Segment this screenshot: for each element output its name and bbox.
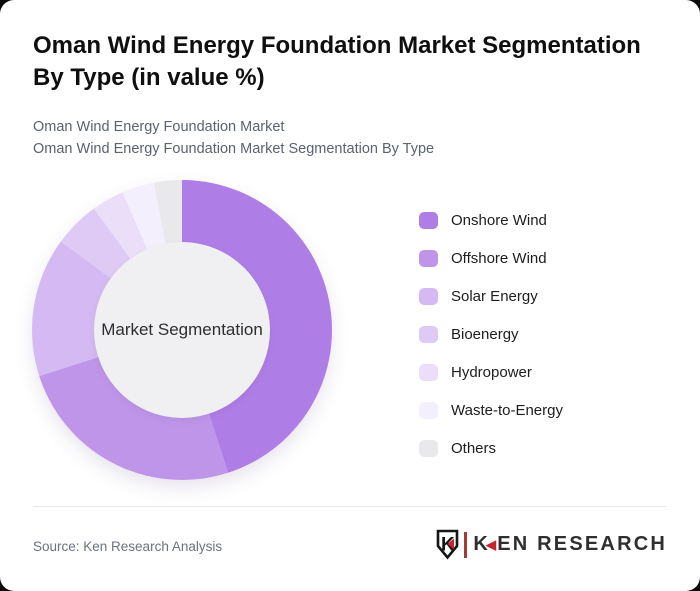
brand-wordmark: K◀EN RESEARCH xyxy=(473,533,667,556)
legend-label: Offshore Wind xyxy=(451,250,547,267)
donut-center-label: Market Segmentation xyxy=(101,320,263,339)
subtitle-line-1: Oman Wind Energy Foundation Market xyxy=(33,119,285,135)
legend-label: Hydropower xyxy=(451,364,532,381)
brand-rest: EN RESEARCH xyxy=(497,533,667,555)
donut-chart-wrap: Market Segmentation xyxy=(32,180,332,480)
legend-swatch xyxy=(419,250,438,267)
brand-k: K xyxy=(473,533,491,555)
svg-text:K: K xyxy=(441,535,455,556)
legend-swatch xyxy=(419,288,438,305)
footer-divider xyxy=(33,506,667,507)
legend-item-bioenergy[interactable]: Bioenergy xyxy=(419,326,563,343)
subtitle-line-2: Oman Wind Energy Foundation Market Segme… xyxy=(33,141,435,157)
legend-item-hydropower[interactable]: Hydropower xyxy=(419,364,563,381)
legend-swatch xyxy=(419,402,438,419)
ken-research-logo: K K◀EN RESEARCH xyxy=(436,529,667,560)
legend-item-waste-to-energy[interactable]: Waste-to-Energy xyxy=(419,402,563,419)
legend-swatch xyxy=(419,212,438,229)
legend-item-onshore-wind[interactable]: Onshore Wind xyxy=(419,212,563,229)
legend-item-solar-energy[interactable]: Solar Energy xyxy=(419,288,563,305)
legend-item-others[interactable]: Others xyxy=(419,440,563,457)
subtitle-block: Oman Wind Energy Foundation Market Oman … xyxy=(33,116,434,160)
legend-label: Solar Energy xyxy=(451,288,538,305)
legend-item-offshore-wind[interactable]: Offshore Wind xyxy=(419,250,563,267)
legend-swatch xyxy=(419,440,438,457)
legend-label: Waste-to-Energy xyxy=(451,402,563,419)
red-triangle-icon: ◀ xyxy=(486,537,499,552)
legend-swatch xyxy=(419,326,438,343)
legend-swatch xyxy=(419,364,438,381)
page-title: Oman Wind Energy Foundation Market Segme… xyxy=(33,32,641,91)
legend-label: Onshore Wind xyxy=(451,212,547,229)
legend-label: Others xyxy=(451,440,497,457)
logo-separator xyxy=(464,531,468,558)
legend-label: Bioenergy xyxy=(451,326,519,343)
legend: Onshore Wind Offshore Wind Solar Energy Bio… xyxy=(419,212,563,457)
donut-hole: Market Segmentation xyxy=(94,242,270,418)
source-note: Source: Ken Research Analysis xyxy=(33,539,223,554)
shield-k-icon: K xyxy=(437,529,459,560)
